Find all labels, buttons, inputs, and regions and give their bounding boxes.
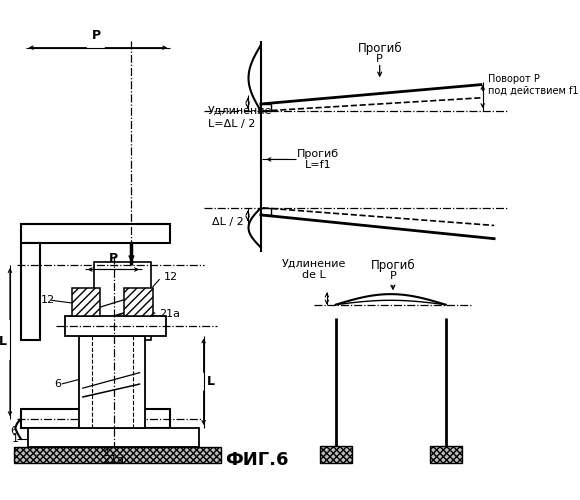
Bar xyxy=(20,243,40,340)
Text: P: P xyxy=(390,270,396,280)
Bar xyxy=(79,336,144,428)
Text: L: L xyxy=(207,375,215,388)
Text: 1: 1 xyxy=(12,434,19,444)
Text: Удлинение
de L: Удлинение de L xyxy=(281,258,346,280)
Bar xyxy=(20,408,170,428)
Bar xyxy=(71,288,100,316)
Text: ФИГ.6: ФИГ.6 xyxy=(224,452,288,469)
Bar xyxy=(320,446,351,463)
Text: ΔL / 2: ΔL / 2 xyxy=(212,217,244,227)
Bar xyxy=(14,448,221,463)
Text: 21a: 21a xyxy=(160,308,180,318)
Text: P: P xyxy=(92,30,101,43)
Text: Поворот Р
под действием f1: Поворот Р под действием f1 xyxy=(488,74,578,96)
Text: Прогиб: Прогиб xyxy=(371,258,415,272)
Polygon shape xyxy=(108,322,120,331)
Bar xyxy=(20,224,170,243)
Text: 6: 6 xyxy=(10,426,17,436)
Text: 12: 12 xyxy=(41,296,55,306)
Text: Прогиб
L=f1: Прогиб L=f1 xyxy=(297,148,339,170)
Text: L=ΔL / 2: L=ΔL / 2 xyxy=(208,118,255,128)
Bar xyxy=(64,316,166,336)
Text: Прогиб: Прогиб xyxy=(357,42,402,56)
Bar xyxy=(124,288,153,316)
Text: P: P xyxy=(108,252,118,265)
Bar xyxy=(430,446,462,463)
Bar xyxy=(28,428,199,448)
Bar xyxy=(93,262,151,340)
Text: L: L xyxy=(0,335,8,348)
Text: Удлинение: Удлинение xyxy=(208,106,273,116)
Text: 6: 6 xyxy=(54,379,61,389)
Text: P: P xyxy=(376,54,383,64)
Text: 12: 12 xyxy=(164,272,178,281)
Text: 21a: 21a xyxy=(103,455,124,465)
